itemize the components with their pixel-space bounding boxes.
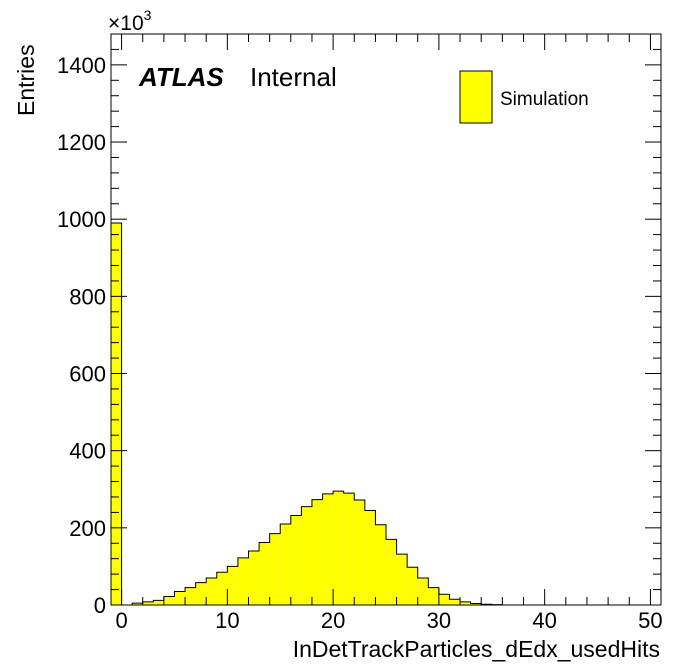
histogram-bin: [227, 566, 238, 605]
x-axis-title: InDetTrackParticles_dEdx_usedHits: [293, 636, 660, 662]
x-tick-label: 40: [532, 608, 556, 633]
y-tick-label: 800: [69, 284, 106, 309]
histogram-bin: [216, 572, 228, 605]
histogram-bin: [174, 591, 186, 605]
multiplier-base: ×10: [108, 12, 144, 35]
histogram-bin: [142, 601, 154, 605]
histogram-bin: [333, 491, 344, 605]
y-tick-label: 600: [69, 362, 106, 387]
histogram-bin: [343, 493, 355, 605]
multiplier-exponent: 3: [144, 7, 152, 23]
y-axis-title: Entries: [13, 44, 39, 116]
histogram-bin: [460, 601, 471, 605]
axis-ticks: [111, 33, 661, 606]
histogram-bin: [237, 557, 249, 605]
histogram-bin: [386, 539, 397, 605]
histogram-bin: [417, 577, 429, 605]
histogram-bin: [280, 523, 291, 605]
histogram-bin: [396, 554, 408, 605]
histogram-bin: [428, 587, 439, 605]
histogram-bin: [322, 493, 334, 605]
x-tick-label: 30: [427, 608, 451, 633]
histogram-bin: [153, 600, 164, 605]
histogram-bin: [407, 567, 418, 605]
legend-label: Simulation: [500, 89, 589, 110]
histogram-bars: [110, 222, 661, 606]
legend: Simulation: [459, 70, 589, 124]
histogram-bin: [301, 506, 312, 605]
y-tick-label: 0: [94, 593, 106, 618]
histogram-bin: [364, 510, 376, 605]
histogram-bin: [449, 599, 461, 605]
y-tick-label: 400: [69, 439, 106, 464]
plot-frame: [110, 33, 662, 606]
histogram-bin: [132, 603, 143, 605]
histogram-bin: [354, 500, 365, 605]
x-tick-labels: 0 10 20 30 40 50: [115, 608, 662, 633]
histogram-bin: [290, 515, 302, 605]
histogram-bin: [111, 223, 122, 605]
y-tick-label: 200: [69, 516, 106, 541]
histogram-bin: [248, 550, 260, 605]
x-tick-label: 10: [215, 608, 239, 633]
histogram-bin: [470, 603, 482, 605]
y-tick-labels: 0 200 400 600 800 1000 1200 1400: [57, 53, 106, 618]
histogram-bin: [206, 577, 217, 605]
histogram-bin: [269, 533, 281, 605]
atlas-label: ATLAS: [138, 62, 224, 92]
histogram-bin: [311, 499, 323, 605]
histogram-bin: [195, 582, 207, 605]
x-tick-label: 50: [638, 608, 662, 633]
y-tick-label: 1400: [57, 53, 106, 78]
y-axis-multiplier: ×103: [108, 7, 152, 35]
histogram-bin: [438, 594, 450, 605]
x-tick-label: 20: [321, 608, 345, 633]
legend-swatch: [459, 70, 493, 124]
histogram-bin: [163, 596, 175, 605]
histogram-bin: [185, 587, 196, 605]
y-tick-label: 1200: [57, 130, 106, 155]
histogram-bin: [259, 542, 270, 605]
internal-label: Internal: [250, 62, 337, 92]
histogram-bin: [375, 524, 386, 605]
y-tick-label: 1000: [57, 207, 106, 232]
x-tick-label: 0: [115, 608, 127, 633]
